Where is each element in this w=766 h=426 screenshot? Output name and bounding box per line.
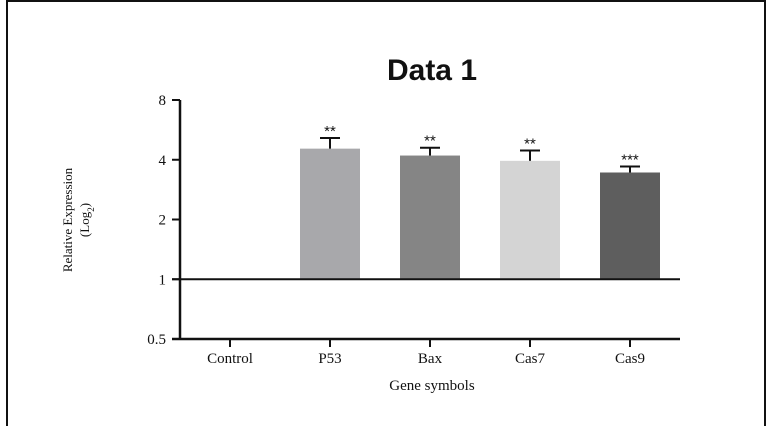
y-tick-label: 2 <box>159 213 167 229</box>
bar <box>400 155 460 280</box>
bars-group <box>300 148 660 280</box>
labels-group: 0.5 1 2 4 8 Control P53 ** Bax ** Cas7 ** Cas9 *** <box>147 93 645 367</box>
bar <box>300 148 360 280</box>
error-bars-group <box>320 136 640 173</box>
x-tick-label: Bax <box>418 351 443 367</box>
significance-label: ** <box>524 136 536 153</box>
x-tick-label: Cas9 <box>615 351 645 367</box>
x-tick-label: P53 <box>318 351 341 367</box>
y-tick-label: 4 <box>159 153 167 169</box>
figure-frame <box>6 0 766 426</box>
bar <box>600 172 660 280</box>
x-tick-label: Cas7 <box>515 351 546 367</box>
y-axis-label-main: Relative Expression <box>60 167 75 272</box>
y-tick-label: 1 <box>159 272 167 288</box>
x-tick-label: Control <box>207 351 253 367</box>
significance-label: ** <box>324 123 336 140</box>
y-tick-label: 0.5 <box>147 332 166 348</box>
chart-title: Data 1 <box>387 54 477 87</box>
x-axis-label: Gene symbols <box>389 378 475 394</box>
bar <box>500 160 560 280</box>
y-tick-label: 8 <box>159 93 167 109</box>
significance-label: *** <box>621 151 639 168</box>
y-axis-label: Relative Expression (Log2) <box>60 167 96 272</box>
axes-group <box>172 99 680 347</box>
y-axis-label-log: (Log2) <box>77 203 96 237</box>
significance-label: ** <box>424 133 436 150</box>
